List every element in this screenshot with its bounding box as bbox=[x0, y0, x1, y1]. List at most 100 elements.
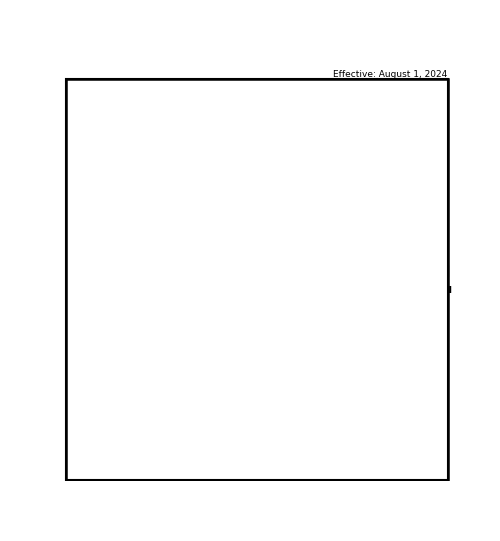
Text: $  950.11: $ 950.11 bbox=[180, 167, 222, 176]
Text: $313.09: $313.09 bbox=[134, 197, 170, 206]
Bar bbox=[278, 98, 334, 108]
Bar bbox=[120, 154, 172, 166]
Bar bbox=[82, 143, 120, 154]
Bar bbox=[120, 186, 172, 196]
Bar bbox=[172, 230, 223, 242]
Bar bbox=[223, 108, 278, 120]
Text: $  411.97: $ 411.97 bbox=[291, 121, 333, 130]
Text: $974.86: $974.86 bbox=[134, 167, 170, 176]
Bar bbox=[390, 186, 448, 196]
Bar bbox=[172, 154, 223, 166]
Bar bbox=[82, 326, 448, 337]
Text: $ 1,139.20: $ 1,139.20 bbox=[341, 209, 388, 217]
Text: $ 469.65: $ 469.65 bbox=[350, 121, 388, 130]
Text: One
cart/can: One cart/can bbox=[314, 275, 357, 295]
Text: 1: 1 bbox=[98, 109, 105, 119]
Text: 32 gallon can: 32 gallon can bbox=[89, 295, 150, 304]
Text: One
cart/can: One cart/can bbox=[314, 275, 357, 295]
Bar bbox=[278, 242, 334, 254]
Text: $ 306.64: $ 306.64 bbox=[182, 197, 222, 206]
Text: $649.53: $649.53 bbox=[134, 144, 170, 153]
Bar bbox=[82, 79, 448, 90]
Text: $ 440.65: $ 440.65 bbox=[294, 197, 333, 206]
Text: Monthly fee for container size in cubic yards: Monthly fee for container size in cubic … bbox=[165, 89, 403, 98]
Bar bbox=[223, 219, 278, 230]
Text: $ 421.27: $ 421.27 bbox=[238, 121, 277, 130]
Text: $ 583.13: $ 583.13 bbox=[349, 197, 388, 206]
Bar bbox=[313, 294, 358, 305]
Bar bbox=[223, 242, 278, 254]
Text: $  238.95: $ 238.95 bbox=[404, 109, 446, 118]
Bar bbox=[82, 242, 120, 254]
Bar bbox=[278, 186, 334, 196]
Bar bbox=[278, 131, 334, 143]
Text: 32 gallon can - 2 stops/wk: 32 gallon can - 2 stops/wk bbox=[89, 327, 207, 336]
Text: Stops/
Week: Stops/ Week bbox=[86, 176, 117, 197]
Text: 3: 3 bbox=[248, 186, 254, 196]
Bar bbox=[358, 337, 403, 347]
Text: $605.08: $605.08 bbox=[134, 209, 170, 217]
Text: Each
additional: Each additional bbox=[398, 275, 452, 295]
Bar bbox=[120, 143, 172, 154]
Bar bbox=[120, 90, 448, 98]
Text: $ 593.43: $ 593.43 bbox=[182, 209, 222, 217]
Text: Addt'l: Addt'l bbox=[292, 98, 321, 108]
Bar bbox=[390, 196, 448, 207]
Bar bbox=[82, 305, 448, 316]
Bar bbox=[82, 337, 448, 347]
Bar bbox=[223, 254, 278, 265]
Bar bbox=[402, 294, 448, 305]
Bar bbox=[334, 196, 390, 207]
Bar bbox=[172, 166, 223, 177]
Text: Commercial Cans: Commercial Cans bbox=[86, 266, 193, 275]
Bar bbox=[358, 326, 403, 337]
Text: $  214.73: $ 214.73 bbox=[291, 109, 333, 118]
Bar bbox=[278, 219, 334, 230]
Bar bbox=[334, 108, 390, 120]
Text: 1.5: 1.5 bbox=[354, 98, 370, 108]
Text: $85.40: $85.40 bbox=[369, 295, 400, 304]
Bar bbox=[82, 265, 448, 276]
Bar bbox=[82, 294, 448, 305]
Text: Addt'l: Addt'l bbox=[292, 186, 321, 196]
Text: $333.64: $333.64 bbox=[134, 121, 170, 130]
Text: $ 873.06: $ 873.06 bbox=[238, 209, 277, 217]
Text: $896.86: $896.86 bbox=[134, 220, 170, 229]
Text: $  459.55: $ 459.55 bbox=[404, 121, 446, 130]
Text: $ 1,721.94: $ 1,721.94 bbox=[230, 232, 277, 241]
Text: Effective: August 1, 2024: Effective: August 1, 2024 bbox=[334, 70, 448, 78]
Text: $1,785.49: $1,785.49 bbox=[126, 255, 170, 264]
Bar bbox=[402, 276, 448, 294]
Bar bbox=[402, 337, 448, 347]
Bar bbox=[82, 120, 120, 131]
Bar bbox=[313, 305, 358, 316]
Bar bbox=[390, 131, 448, 143]
Text: T: T bbox=[70, 302, 78, 315]
Bar bbox=[358, 294, 403, 305]
Text: Two
carts/cans: Two carts/cans bbox=[353, 275, 408, 295]
Bar bbox=[278, 196, 334, 207]
Text: Addt'l: Addt'l bbox=[183, 98, 212, 108]
Text: $ 1,751.79: $ 1,751.79 bbox=[174, 255, 222, 264]
Text: 4: 4 bbox=[358, 186, 366, 196]
Bar bbox=[334, 254, 390, 265]
Text: $ 858.71: $ 858.71 bbox=[294, 209, 333, 217]
Bar bbox=[120, 131, 172, 143]
Text: 1: 1 bbox=[143, 98, 150, 108]
Bar bbox=[223, 131, 278, 143]
Text: $ 1,381.31: $ 1,381.31 bbox=[341, 167, 388, 176]
Text: N/A: N/A bbox=[340, 338, 355, 347]
Text: $85.40: $85.40 bbox=[324, 327, 356, 336]
Text: N/A: N/A bbox=[384, 338, 400, 347]
Bar bbox=[278, 230, 334, 242]
Text: $ 2,586.69: $ 2,586.69 bbox=[230, 255, 277, 264]
Bar bbox=[82, 166, 120, 177]
Bar bbox=[120, 196, 172, 207]
Bar bbox=[278, 143, 334, 154]
Bar bbox=[82, 90, 120, 108]
Text: 5: 5 bbox=[98, 155, 105, 165]
Text: 4: 4 bbox=[98, 143, 105, 154]
Text: 2: 2 bbox=[98, 120, 105, 130]
Text: U: U bbox=[69, 200, 80, 213]
Bar bbox=[120, 166, 172, 177]
